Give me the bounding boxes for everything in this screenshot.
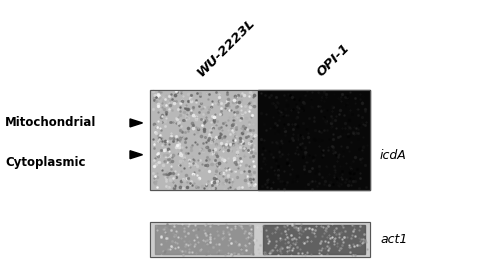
Text: WU-2223L: WU-2223L (194, 16, 258, 79)
Bar (262, 225, 365, 254)
Text: Cytoplasmic: Cytoplasmic (5, 156, 86, 169)
Bar (155, 225, 252, 254)
Bar (150, 222, 370, 257)
Polygon shape (130, 151, 142, 159)
Text: icdA: icdA (380, 149, 407, 162)
Bar (150, 90, 258, 191)
Text: Mitochondrial: Mitochondrial (5, 116, 96, 129)
Text: OPI-1: OPI-1 (314, 41, 352, 79)
Polygon shape (130, 119, 142, 127)
Bar (258, 90, 370, 191)
Text: act1: act1 (380, 233, 407, 246)
Bar (150, 90, 370, 191)
Bar (150, 222, 370, 257)
